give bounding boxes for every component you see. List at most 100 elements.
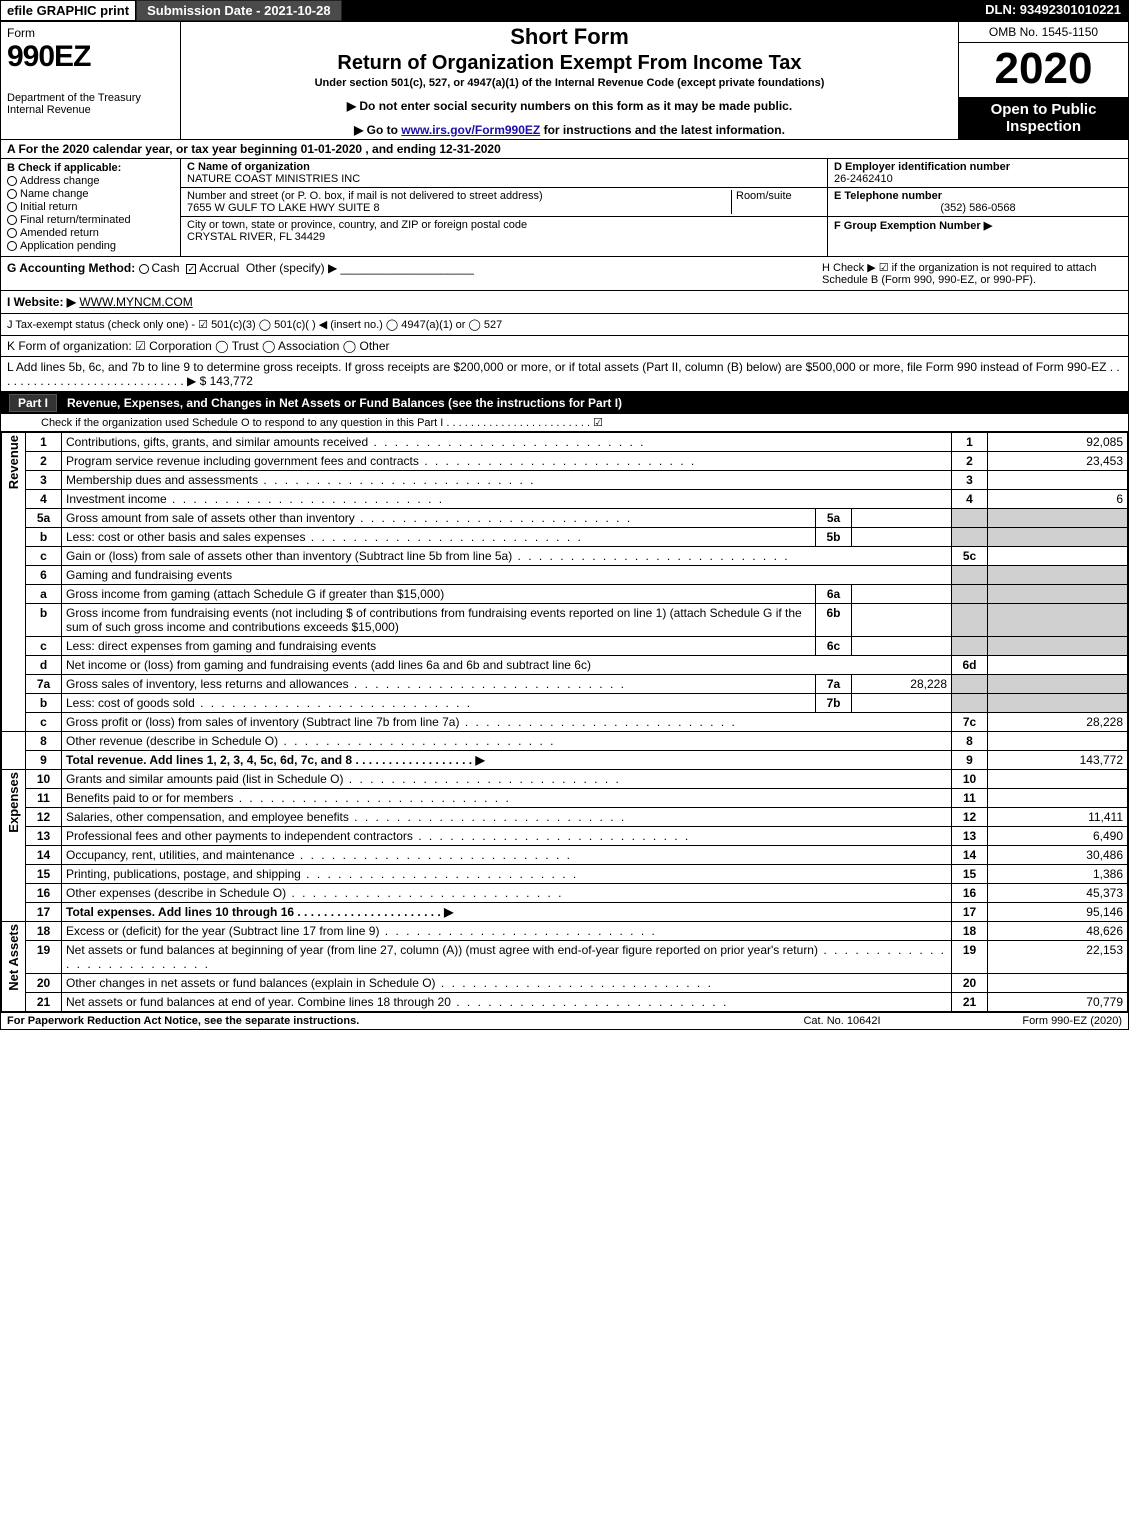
circle-icon bbox=[7, 189, 17, 199]
part-1-check: Check if the organization used Schedule … bbox=[1, 414, 1128, 432]
line-mnum: 7a bbox=[816, 675, 852, 694]
checkbox-icon[interactable]: ✓ bbox=[186, 264, 196, 274]
line-rval bbox=[988, 656, 1128, 675]
line-num: 6 bbox=[26, 566, 62, 585]
line-num: c bbox=[26, 713, 62, 732]
cde-col: C Name of organization NATURE COAST MINI… bbox=[181, 159, 1128, 256]
efile-print-link[interactable]: efile GRAPHIC print bbox=[0, 0, 136, 21]
line-rnum: 10 bbox=[952, 770, 988, 789]
box-g: G Accounting Method: Cash ✓Accrual Other… bbox=[7, 261, 822, 286]
line-desc: Other changes in net assets or fund bala… bbox=[62, 974, 952, 993]
line-num: 20 bbox=[26, 974, 62, 993]
line-num: 8 bbox=[26, 732, 62, 751]
spacer bbox=[342, 0, 978, 21]
line-num: 15 bbox=[26, 865, 62, 884]
c-addr-value: 7655 W GULF TO LAKE HWY SUITE 8 bbox=[187, 202, 731, 214]
line-num: 5a bbox=[26, 509, 62, 528]
shaded-cell bbox=[988, 604, 1128, 637]
shaded-cell bbox=[988, 566, 1128, 585]
f-label: F Group Exemption Number ▶ bbox=[834, 219, 1122, 232]
line-rval: 45,373 bbox=[988, 884, 1128, 903]
line-desc: Gaming and fundraising events bbox=[62, 566, 952, 585]
line-num: 7a bbox=[26, 675, 62, 694]
side-spacer bbox=[2, 732, 26, 770]
dept-label: Department of the Treasury Internal Reve… bbox=[7, 92, 174, 116]
check-initial-return[interactable]: Initial return bbox=[7, 201, 174, 213]
line-mnum: 7b bbox=[816, 694, 852, 713]
line-desc: Salaries, other compensation, and employ… bbox=[62, 808, 952, 827]
line-num: b bbox=[26, 694, 62, 713]
bcde-row: B Check if applicable: Address change Na… bbox=[1, 159, 1128, 257]
netassets-side-label: Net Assets bbox=[2, 922, 26, 1012]
line-desc: Benefits paid to or for members bbox=[62, 789, 952, 808]
line-num: 12 bbox=[26, 808, 62, 827]
shaded-cell bbox=[952, 566, 988, 585]
website-link[interactable]: WWW.MYNCM.COM bbox=[79, 295, 192, 309]
check-address-change[interactable]: Address change bbox=[7, 175, 174, 187]
goto-line: ▶ Go to www.irs.gov/Form990EZ for instru… bbox=[189, 123, 950, 137]
circle-icon[interactable] bbox=[139, 264, 149, 274]
line-rval: 95,146 bbox=[988, 903, 1128, 922]
check-name-change[interactable]: Name change bbox=[7, 188, 174, 200]
line-desc: Net income or (loss) from gaming and fun… bbox=[62, 656, 952, 675]
line-rnum: 17 bbox=[952, 903, 988, 922]
box-h: H Check ▶ ☑ if the organization is not r… bbox=[822, 261, 1122, 286]
row-k: K Form of organization: ☑ Corporation ◯ … bbox=[1, 336, 1128, 357]
c-addr-label: Number and street (or P. O. box, if mail… bbox=[187, 190, 731, 202]
check-application-pending[interactable]: Application pending bbox=[7, 240, 174, 252]
line-mval bbox=[852, 604, 952, 637]
line-rval bbox=[988, 974, 1128, 993]
check-final-return[interactable]: Final return/terminated bbox=[7, 214, 174, 226]
d-label: D Employer identification number bbox=[834, 161, 1122, 173]
shaded-cell bbox=[988, 694, 1128, 713]
line-rval: 6,490 bbox=[988, 827, 1128, 846]
line-rnum: 14 bbox=[952, 846, 988, 865]
line-desc: Less: cost of goods sold bbox=[62, 694, 816, 713]
footer-mid: Cat. No. 10642I bbox=[742, 1015, 942, 1027]
dln-label: DLN: 93492301010221 bbox=[977, 0, 1129, 21]
de-col: D Employer identification number 26-2462… bbox=[828, 159, 1128, 256]
open-inspection-box: Open to Public Inspection bbox=[959, 97, 1128, 139]
line-rval bbox=[988, 789, 1128, 808]
line-rval: 30,486 bbox=[988, 846, 1128, 865]
header-right: OMB No. 1545-1150 2020 Open to Public In… bbox=[958, 22, 1128, 139]
box-j: J Tax-exempt status (check only one) - ☑… bbox=[7, 318, 1122, 331]
row-i: I Website: ▶ WWW.MYNCM.COM bbox=[1, 291, 1128, 314]
header-center: Short Form Return of Organization Exempt… bbox=[181, 22, 958, 139]
box-i: I Website: ▶ WWW.MYNCM.COM bbox=[7, 295, 822, 309]
shaded-cell bbox=[952, 585, 988, 604]
line-rval: 92,085 bbox=[988, 433, 1128, 452]
shaded-cell bbox=[988, 675, 1128, 694]
room-suite-label: Room/suite bbox=[731, 190, 821, 214]
check-amended-return[interactable]: Amended return bbox=[7, 227, 174, 239]
d-value: 26-2462410 bbox=[834, 173, 1122, 185]
line-num: a bbox=[26, 585, 62, 604]
line-desc: Total expenses. Add lines 10 through 16 … bbox=[62, 903, 952, 922]
footer-right: Form 990-EZ (2020) bbox=[942, 1015, 1122, 1027]
g-other: Other (specify) ▶ bbox=[246, 261, 337, 275]
form-container: Form 990EZ Department of the Treasury In… bbox=[0, 21, 1129, 1030]
box-e: E Telephone number (352) 586-0568 bbox=[828, 188, 1128, 217]
top-bar: efile GRAPHIC print Submission Date - 20… bbox=[0, 0, 1129, 21]
line-num: 19 bbox=[26, 941, 62, 974]
line-desc: Gross income from gaming (attach Schedul… bbox=[62, 585, 816, 604]
goto-post: for instructions and the latest informat… bbox=[540, 123, 785, 137]
line-rval: 1,386 bbox=[988, 865, 1128, 884]
tax-year: 2020 bbox=[959, 43, 1128, 97]
circle-icon bbox=[7, 202, 17, 212]
line-num: 16 bbox=[26, 884, 62, 903]
line-desc: Contributions, gifts, grants, and simila… bbox=[62, 433, 952, 452]
line-desc: Gross amount from sale of assets other t… bbox=[62, 509, 816, 528]
page-footer: For Paperwork Reduction Act Notice, see … bbox=[1, 1012, 1128, 1029]
circle-icon bbox=[7, 241, 17, 251]
submission-date-button[interactable]: Submission Date - 2021-10-28 bbox=[136, 0, 342, 21]
irs-link[interactable]: www.irs.gov/Form990EZ bbox=[401, 123, 540, 137]
header-left: Form 990EZ Department of the Treasury In… bbox=[1, 22, 181, 139]
line-desc: Less: direct expenses from gaming and fu… bbox=[62, 637, 816, 656]
omb-number: OMB No. 1545-1150 bbox=[959, 22, 1128, 43]
part-label: Part I bbox=[9, 394, 57, 412]
line-num: 14 bbox=[26, 846, 62, 865]
line-rnum: 12 bbox=[952, 808, 988, 827]
line-rval: 143,772 bbox=[988, 751, 1128, 770]
shaded-cell bbox=[952, 637, 988, 656]
